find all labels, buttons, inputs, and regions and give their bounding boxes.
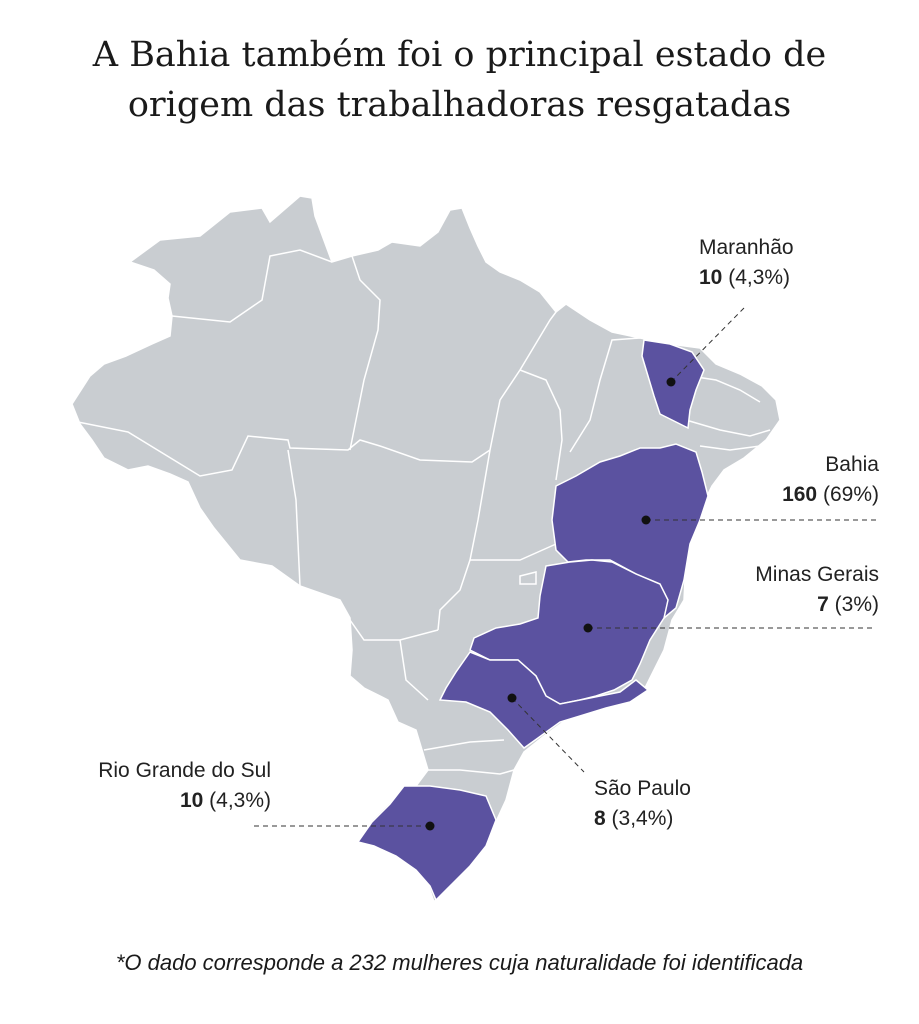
label-maranhao-name: Maranhão [699, 236, 794, 259]
title-line-2: origem das trabalhadoras resgatadas [127, 85, 792, 125]
label-sao-paulo-count: 8 [594, 807, 606, 830]
label-rio-grande-do-sul-pct: (4,3%) [209, 789, 271, 812]
footnote: *O dado corresponde a 232 mulheres cuja … [115, 950, 804, 975]
state-rio-grande-do-sul[interactable] [356, 785, 497, 902]
label-bahia: Bahia 160 (69%) [782, 450, 879, 510]
label-bahia-name: Bahia [825, 453, 879, 476]
leader-lines [252, 307, 876, 827]
label-minas-gerais: Minas Gerais 7 (3%) [755, 560, 879, 620]
label-rio-grande-do-sul-count: 10 [179, 789, 204, 812]
label-maranhao-count: 10 [699, 266, 723, 289]
label-minas-gerais-count: 7 [817, 593, 829, 616]
state-borders [67, 249, 771, 775]
label-rio-grande-do-sul-name: Rio Grande do Sul [98, 759, 271, 782]
label-sao-paulo-name: São Paulo [594, 777, 691, 800]
marker-maranhao [666, 377, 676, 387]
marker-minas-gerais [583, 623, 593, 633]
label-bahia-pct: (69%) [822, 483, 879, 506]
label-maranhao-pct: (4,3%) [728, 266, 791, 289]
marker-sao-paulo [507, 693, 517, 703]
title-line-1: A Bahia também foi o principal estado de [92, 35, 827, 75]
marker-bahia [641, 515, 651, 525]
marker-dots [425, 377, 676, 831]
label-minas-gerais-name: Minas Gerais [755, 563, 879, 586]
label-minas-gerais-pct: (3%) [834, 593, 879, 616]
state-sao-paulo[interactable] [438, 651, 650, 750]
label-sao-paulo: São Paulo 8 (3,4%) [594, 774, 691, 834]
label-rio-grande-do-sul: Rio Grande do Sul 10 (4,3%) [98, 756, 271, 816]
chart-title: A Bahia também foi o principal estado de… [0, 30, 919, 130]
label-bahia-count: 160 [782, 483, 818, 506]
label-sao-paulo-pct: (3,4%) [611, 807, 674, 830]
marker-rio-grande-do-sul [425, 821, 435, 831]
label-maranhao: Maranhão 10 (4,3%) [699, 233, 794, 293]
